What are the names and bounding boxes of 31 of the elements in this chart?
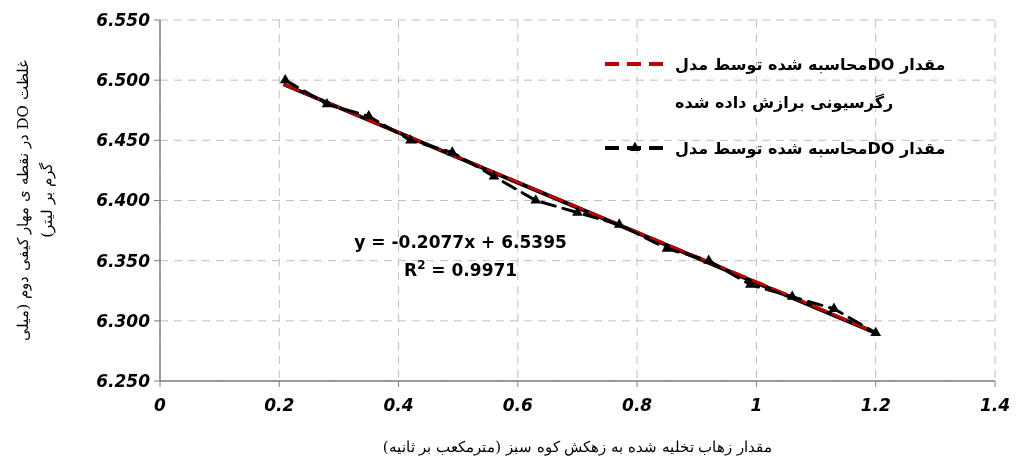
point (786, 290, 798, 300)
point (745, 278, 756, 288)
x-tick-label: 0.6 (502, 395, 534, 415)
point (530, 194, 542, 204)
point (279, 73, 291, 84)
point (446, 146, 458, 156)
y-tick-label: 6.500 (96, 70, 151, 91)
y-tick-label: 6.250 (96, 370, 151, 391)
point (321, 98, 333, 108)
x-axis-title: مقدار زهاب تخلیه شده به زهکش کوه سبز (مترمکعب بر ثانیه) (382, 438, 773, 456)
legend-label: مقدار DOمحاسبه شده توسط مدل رگرسیونی برازش داده شده (675, 55, 946, 112)
point (572, 206, 583, 216)
y-axis-title: غلظت DO در نقطه ی مهار کیفی دوم (میلی گرم بر لیتر) (14, 60, 56, 341)
y-tick-label: 6.550 (96, 9, 151, 30)
y-tick-label: 6.350 (96, 250, 151, 271)
x-tick-label: 1 (750, 395, 763, 415)
point (488, 170, 500, 180)
point (405, 134, 416, 144)
x-tick-label: 1.2 (860, 395, 891, 415)
point (661, 242, 673, 252)
y-tick-label: 6.300 (96, 310, 151, 331)
x-tick-label: 1.4 (979, 395, 1011, 415)
annotation: y = -0.2077x + 6.5395 R$^{2}$ = 0.9971 (354, 232, 567, 281)
x-tick-label: 0.4 (383, 395, 414, 415)
point (613, 218, 625, 228)
legend-label: مقدار DOمحاسبه شده توسط مدل (675, 139, 946, 158)
x-tick-label: 0.8 (622, 395, 653, 415)
x-tick-label: 0 (154, 395, 167, 415)
x-tick-label: 0.2 (264, 395, 295, 415)
y-tick-label: 6.450 (96, 130, 151, 151)
y-tick-label: 6.400 (96, 190, 151, 211)
